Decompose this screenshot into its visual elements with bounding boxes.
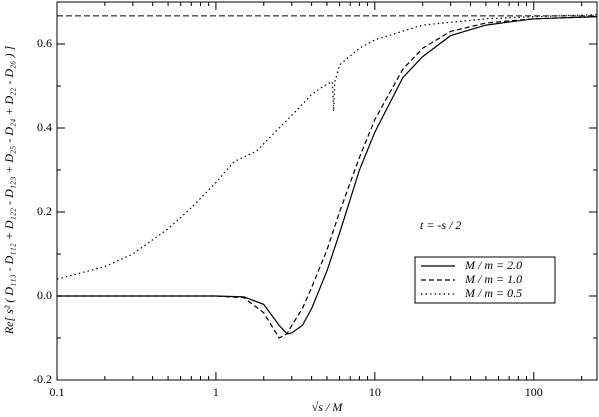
y-tick-label: 0.4: [37, 120, 52, 134]
x-tick-label: 10: [369, 385, 381, 399]
y-tick-label: -0.2: [33, 372, 52, 386]
x-tick-label: 100: [525, 385, 543, 399]
plot-frame: [56, 1, 598, 381]
series-line: [57, 16, 598, 339]
y-tick-label: 0.0: [37, 288, 52, 302]
y-axis-label: Re[ s² ( D₁₁₃ - D₁₁₂ + D₁₂₂ - D₁₂₃ + D₂₅…: [2, 46, 16, 336]
y-tick-label: 0.2: [37, 204, 52, 218]
x-tick-label: 1: [213, 385, 219, 399]
series-line: [56, 14, 598, 280]
series-line: [57, 16, 598, 335]
legend-label: M / m = 0.5: [464, 286, 522, 300]
y-tick-label: 0.6: [37, 36, 52, 50]
legend-label: M / m = 1.0: [464, 272, 522, 286]
x-axis-label: √s / M: [312, 400, 344, 414]
legend-label: M / m = 2.0: [464, 258, 522, 272]
x-tick-label: 0.1: [50, 385, 65, 399]
annotation: t = -s / 2: [420, 218, 461, 232]
